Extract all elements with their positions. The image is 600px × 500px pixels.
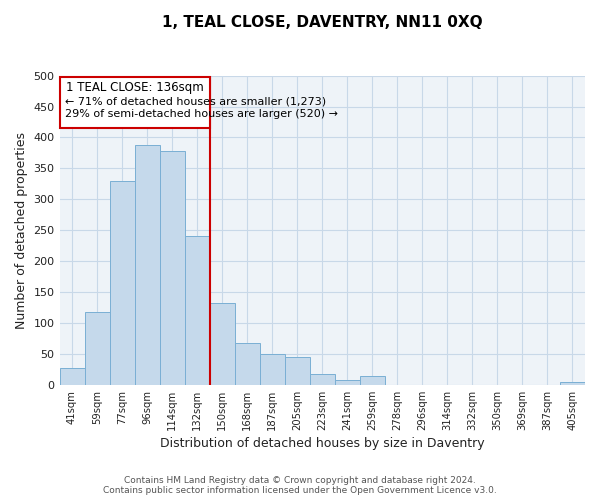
X-axis label: Distribution of detached houses by size in Daventry: Distribution of detached houses by size … <box>160 437 485 450</box>
Bar <box>335 380 360 385</box>
Y-axis label: Number of detached properties: Number of detached properties <box>15 132 28 328</box>
Bar <box>185 236 209 385</box>
Text: ← 71% of detached houses are smaller (1,273): ← 71% of detached houses are smaller (1,… <box>65 96 326 106</box>
Bar <box>59 368 85 385</box>
FancyBboxPatch shape <box>59 78 209 128</box>
Bar <box>310 374 335 385</box>
Bar <box>235 343 260 385</box>
Bar <box>134 145 160 385</box>
Bar <box>560 382 585 385</box>
Bar <box>209 302 235 385</box>
Bar <box>360 376 385 385</box>
Bar <box>260 354 285 385</box>
Text: 1 TEAL CLOSE: 136sqm: 1 TEAL CLOSE: 136sqm <box>66 82 203 94</box>
Bar <box>110 180 134 385</box>
Title: 1, TEAL CLOSE, DAVENTRY, NN11 0XQ: 1, TEAL CLOSE, DAVENTRY, NN11 0XQ <box>162 15 482 30</box>
Bar <box>285 357 310 385</box>
Text: 29% of semi-detached houses are larger (520) →: 29% of semi-detached houses are larger (… <box>65 109 338 119</box>
Bar <box>85 312 110 385</box>
Bar <box>160 151 185 385</box>
Text: Contains HM Land Registry data © Crown copyright and database right 2024.
Contai: Contains HM Land Registry data © Crown c… <box>103 476 497 495</box>
